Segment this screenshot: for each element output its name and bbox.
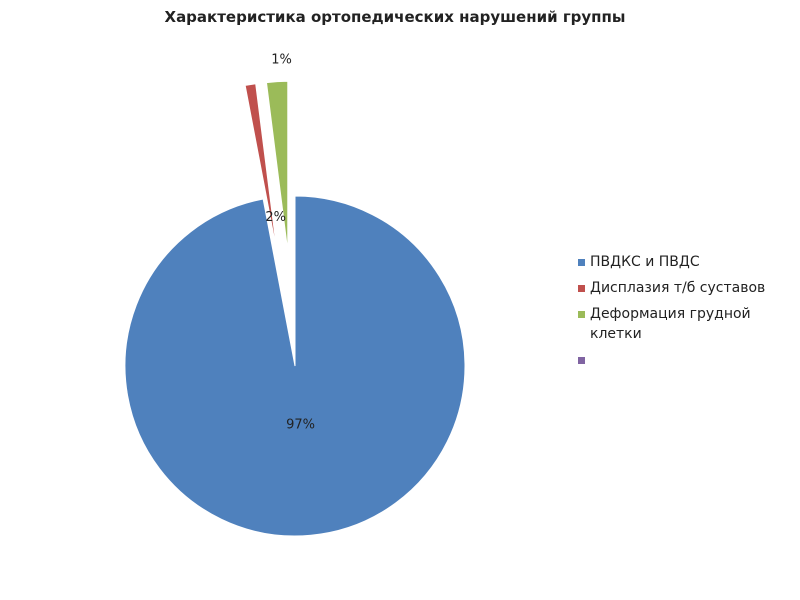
legend-swatch: [578, 285, 585, 292]
legend-swatch: [578, 259, 585, 266]
legend-swatch: [578, 357, 585, 364]
data-label: 1%: [271, 52, 292, 67]
legend-item: [578, 350, 793, 370]
pie-slice: [124, 195, 466, 537]
legend-item: Деформация грудной клетки: [578, 304, 793, 344]
pie-slice: [244, 83, 278, 253]
legend-swatch: [578, 311, 585, 318]
chart-title: Характеристика ортопедических нарушений …: [165, 8, 626, 26]
legend-label: ПВДКС и ПВДС: [590, 254, 700, 270]
legend-item: Дисплазия т/б суставов: [578, 278, 793, 298]
data-label: 2%: [265, 210, 286, 225]
data-label: 97%: [286, 418, 315, 433]
legend-label: Дисплазия т/б суставов: [590, 280, 766, 296]
legend: ПВДКС и ПВДС Дисплазия т/б суставов Деформ…: [578, 252, 793, 376]
pie-slice: [265, 80, 289, 252]
legend-label: Деформация грудной клетки: [590, 306, 751, 342]
legend-item: ПВДКС и ПВДС: [578, 252, 793, 272]
